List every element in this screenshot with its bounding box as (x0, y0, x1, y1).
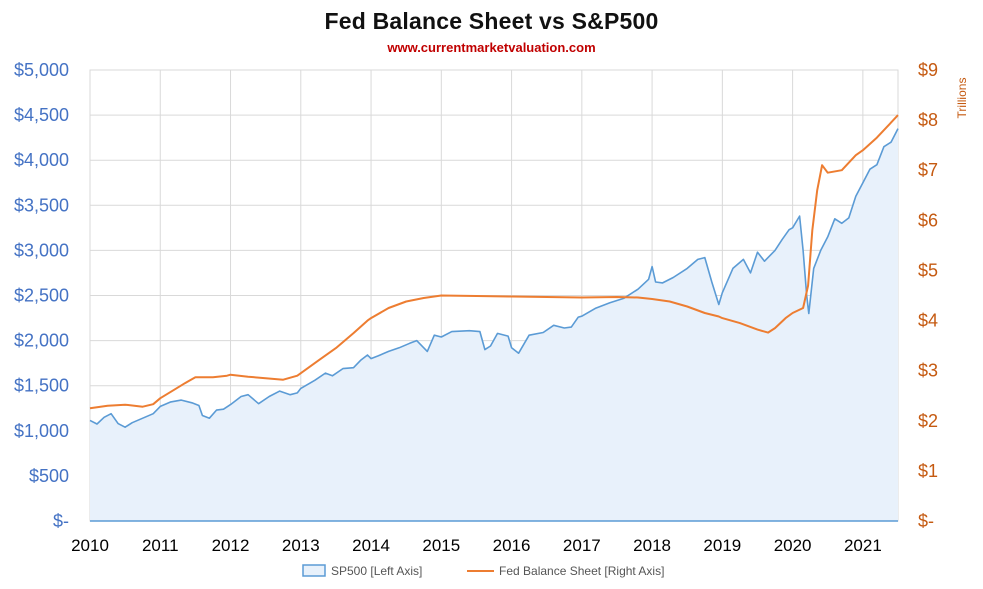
y-right-tick-label: $3 (918, 361, 938, 381)
y-left-tick-label: $1,500 (14, 376, 69, 396)
y-right-tick-label: $8 (918, 110, 938, 130)
axes-layer: $- $500 $1,000 $1,500 $2,000 $2,500 $3,000 $3,5… (14, 60, 938, 555)
x-tick-label: 2019 (703, 536, 741, 555)
legend-swatch-sp500 (302, 564, 326, 577)
x-tick-label: 2017 (563, 536, 601, 555)
y-right-tick-label: $6 (918, 210, 938, 230)
sp500-area-fill (90, 128, 898, 521)
chart-subtitle: www.currentmarketvaluation.com (387, 40, 596, 55)
chart-title: Fed Balance Sheet vs S&P500 (324, 8, 659, 34)
fed-balance-sheet-line (89, 114, 899, 410)
legend-label-sp500: SP500 [Left Axis] (331, 564, 422, 578)
y-left-tick-label: $2,500 (14, 286, 69, 306)
x-tick-label: 2014 (352, 536, 390, 555)
y-left-tick-label: $3,500 (14, 195, 69, 215)
y-right-tick-label: $4 (918, 311, 938, 331)
y-right-tick-label: $- (918, 511, 934, 531)
legend-label-fed: Fed Balance Sheet [Right Axis] (499, 564, 664, 578)
y-right-tick-label: $5 (918, 260, 938, 280)
y-right-tick-label: $9 (918, 60, 938, 80)
y-right-tick-label: $7 (918, 160, 938, 180)
x-tick-label: 2020 (774, 536, 812, 555)
y-left-tick-label: $5,000 (14, 60, 69, 80)
y-left-tick-label: $3,000 (14, 240, 69, 260)
y-left-tick-label: $500 (29, 466, 69, 486)
legend: SP500 [Left Axis] Fed Balance Sheet [Rig… (302, 564, 664, 578)
x-tick-label: 2013 (282, 536, 320, 555)
right-axis-label: Trillions (955, 78, 969, 119)
x-tick-label: 2016 (493, 536, 531, 555)
x-tick-label: 2012 (212, 536, 250, 555)
series-layer (89, 114, 899, 521)
x-tick-label: 2018 (633, 536, 671, 555)
x-tick-label: 2021 (844, 536, 882, 555)
y-right-tick-label: $1 (918, 461, 938, 481)
y-left-tick-label: $- (53, 511, 69, 531)
y-right-tick-label: $2 (918, 411, 938, 431)
y-left-tick-label: $4,500 (14, 105, 69, 125)
y-left-tick-label: $2,000 (14, 331, 69, 351)
x-tick-label: 2011 (142, 536, 179, 555)
x-tick-label: 2010 (71, 536, 109, 555)
x-tick-label: 2015 (422, 536, 460, 555)
sp500-line (89, 128, 899, 428)
y-left-tick-label: $1,000 (14, 421, 69, 441)
y-left-tick-label: $4,000 (14, 150, 69, 170)
